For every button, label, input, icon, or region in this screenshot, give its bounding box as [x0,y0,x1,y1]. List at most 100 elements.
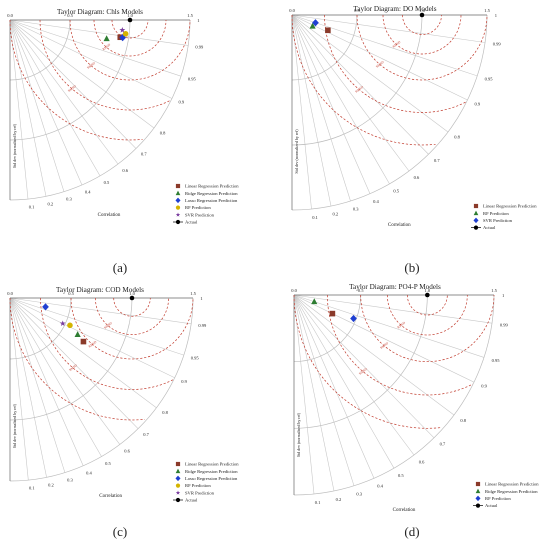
corr-gridline [9,297,157,409]
std-tick-label: 0.5 [67,13,73,18]
corr-gridline [291,14,351,202]
corr-tick-label: 0.3 [67,478,73,483]
legend-label: Linear Regression Prediction [185,462,239,467]
corr-gridline [291,14,468,101]
std-arc [9,19,131,141]
point-rf-prediction [67,322,73,329]
corr-tick-label: 0.1 [29,204,35,209]
point-rf-prediction [350,314,357,323]
legend-marker-ridge-regression-prediction [175,468,181,474]
corr-gridline [9,19,173,99]
panel-do: Taylor Diagram: DO Models 0.0 0.5 1.0 1.5 RMS… [289,5,537,275]
point-ridge-regression-prediction [74,331,81,338]
corr-gridline [293,294,455,416]
corr-gridline [291,14,410,172]
std-arc [291,14,488,211]
legend-label: RF Prediction [483,211,509,216]
legend-label: Ridge Regression Prediction [185,191,238,196]
chart-title: Taylor Diagram: Chls Models [57,8,143,16]
corr-tick-label: 0.3 [356,491,362,496]
corr-gridline [9,19,119,165]
corr-gridline [9,19,182,77]
corr-tick-label: 0.3 [353,206,359,211]
corr-tick-label: 0.6 [414,175,420,180]
rmsd-label: RMSD [358,366,368,375]
corr-tick-label: 1 [197,18,199,23]
corr-gridline [9,297,184,356]
legend-marker-linear-regression-prediction [175,183,181,189]
point-svr-prediction [59,320,66,327]
legend-label: Linear Regression Prediction [483,204,537,209]
panel-cod: Taylor Diagram: COD Models 0.0 0.5 1.0 1.5 RM… [7,286,239,539]
legend-label: Linear Regression Prediction [185,184,239,189]
y-axis-label: Std dev (normalized by ref) [294,129,299,174]
corr-tick-label: 0.1 [29,485,35,490]
std-tick-label: 0.5 [68,291,74,296]
std-tick-label: 0.5 [354,8,360,13]
legend-label: Actual [483,225,496,230]
rmsd-arc [293,294,442,429]
legend-label: Linear Regression Prediction [485,482,539,487]
corr-gridline [9,19,29,200]
rmsd-label: RMSD [392,39,402,48]
x-axis-label: Correlation [99,494,122,499]
corr-gridline [291,14,332,207]
corr-gridline [293,294,375,479]
legend-marker-actual [175,497,181,503]
legend-marker-lasso-regression-prediction [175,475,181,482]
corr-gridline [291,14,486,43]
corr-tick-label: 0.99 [195,44,204,49]
corr-tick-label: 0.4 [373,199,379,204]
std-arc [293,294,495,496]
panel-po4p: Taylor Diagram: PO4-P Models 0.0 0.5 1.0 1.5… [291,283,539,539]
point-actual [127,17,133,23]
legend-label: Actual [185,498,198,503]
rmsd-arc [9,19,143,141]
point-actual [425,292,430,298]
rmsd-arc [95,297,169,335]
corr-tick-label: 0.9 [181,379,187,384]
corr-gridline [9,297,47,478]
point-svr-prediction [119,27,126,33]
corr-gridline [9,297,102,457]
corr-gridline [291,14,390,185]
corr-tick-label: 0.2 [333,212,339,217]
y-axis-label: Std dev (normalized by ref) [296,412,301,457]
rmsd-label: RMSD [396,320,406,329]
std-arc [9,19,191,201]
rmsd-label: RMSD [375,60,385,69]
legend-marker-svr-prediction [473,217,479,224]
corr-gridline [291,14,449,133]
corr-tick-label: 0.8 [160,130,166,135]
legend-label: SVR Prediction [483,218,513,223]
legend-marker-actual [475,503,481,508]
rmsd-label: RMSD [379,341,389,350]
corr-tick-label: 0.3 [66,197,72,202]
x-axis-label: Correlation [393,508,416,513]
corr-tick-label: 0.8 [460,418,466,423]
std-arc [9,297,133,421]
corr-tick-label: 0.95 [188,76,197,81]
point-linear-regression-prediction [80,338,87,345]
corr-tick-label: 0.2 [47,201,53,206]
corr-gridline [9,19,65,192]
legend-marker-rf-prediction [175,205,181,210]
panel-label: (b) [404,260,419,275]
corr-tick-label: 0.5 [104,180,110,185]
rmsd-arc [406,294,448,316]
legend-label: Ridge Regression Prediction [485,489,538,494]
point-ridge-regression-prediction [103,35,110,42]
std-arc [291,14,358,81]
legend-marker-actual [473,225,479,230]
corr-gridline [9,19,83,186]
point-actual [129,295,135,301]
panel-label: (c) [113,524,127,539]
corr-tick-label: 0.9 [475,101,481,106]
std-arc [9,19,71,81]
std-tick-label: 1.5 [190,291,196,296]
corr-gridline [293,294,415,456]
rmsd-arc [40,297,174,390]
point-rf-prediction [309,22,316,29]
rmsd-label: RMSD [86,61,96,70]
rmsd-arc [69,19,191,81]
